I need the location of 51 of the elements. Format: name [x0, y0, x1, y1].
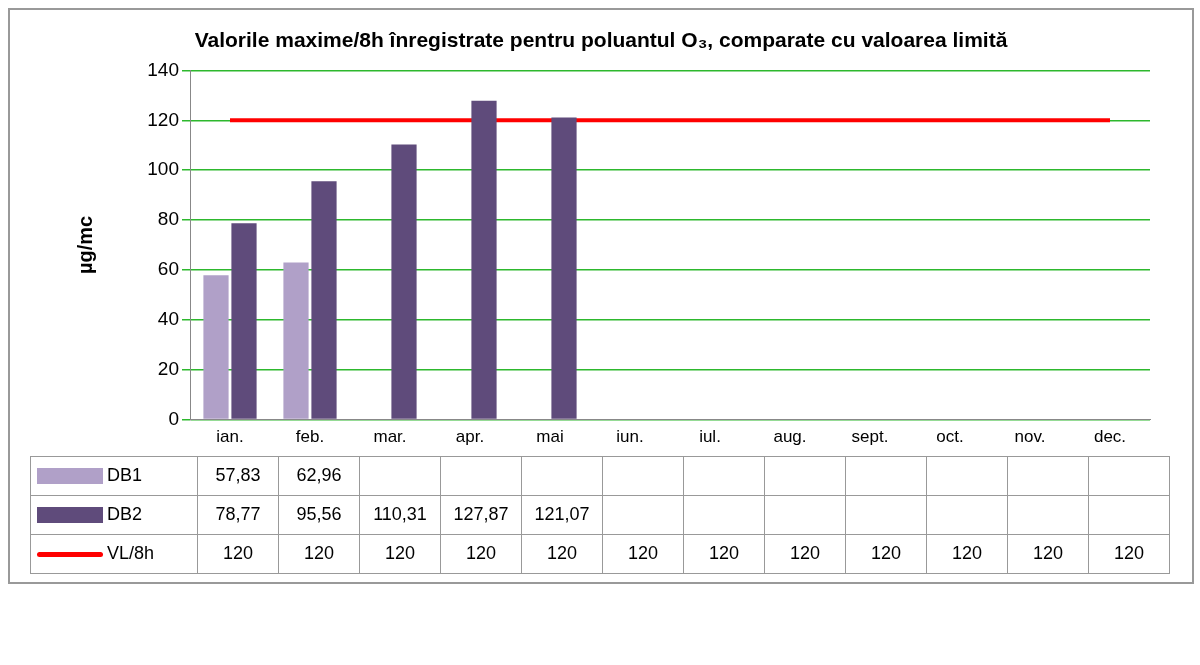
bar — [311, 180, 337, 419]
data-label: 110,31 — [359, 495, 441, 534]
data-label: 120 — [440, 534, 522, 573]
bar — [551, 117, 577, 419]
y-axis-title: µg/mc — [73, 215, 96, 274]
data-label: 120 — [1007, 534, 1089, 573]
x-tick-label: iun. — [616, 426, 644, 446]
legend-label: DB1 — [107, 465, 143, 485]
data-label: 120 — [845, 534, 927, 573]
x-tick-label: ian. — [216, 426, 244, 446]
x-tick-label: aug. — [773, 426, 807, 446]
x-tick-label: oct. — [936, 426, 964, 446]
data-label: 120 — [359, 534, 441, 573]
data-label: 120 — [521, 534, 603, 573]
y-tick-label: 100 — [147, 157, 179, 179]
x-tick-label: sept. — [851, 426, 889, 446]
data-label: 127,87 — [440, 495, 522, 534]
data-label: 57,83 — [197, 456, 279, 495]
data-label: 120 — [683, 534, 765, 573]
x-tick-label: mar. — [373, 426, 407, 446]
legend-label: VL/8h — [107, 543, 155, 563]
data-label: 95,56 — [278, 495, 360, 534]
y-tick-label: 40 — [157, 307, 179, 329]
x-tick-label: feb. — [295, 426, 325, 446]
bar — [203, 274, 229, 419]
y-tick-label: 20 — [157, 357, 179, 379]
bar — [283, 262, 309, 419]
y-tick-label: 140 — [147, 58, 179, 80]
y-tick-label: 0 — [168, 407, 179, 429]
data-label: 120 — [1088, 534, 1170, 573]
y-tick-label: 60 — [157, 257, 179, 279]
data-label: 120 — [602, 534, 684, 573]
legend-label: DB2 — [107, 504, 143, 524]
x-tick-label: mai — [536, 426, 564, 446]
x-tick-label: dec. — [1093, 426, 1127, 446]
data-label: 121,07 — [521, 495, 603, 534]
bar — [471, 100, 497, 419]
x-tick-label: iul. — [699, 426, 721, 446]
bar — [231, 222, 257, 419]
bar — [391, 143, 417, 419]
data-label: 120 — [278, 534, 360, 573]
data-label: 120 — [926, 534, 1008, 573]
x-tick-label: apr. — [455, 426, 485, 446]
data-label: 120 — [197, 534, 279, 573]
y-tick-label: 120 — [147, 108, 179, 130]
chart-title: Valorile maxime/8h înregistrate pentru poluantul O₃, comparate cu valoarea limită — [193, 27, 1009, 53]
data-label: 62,96 — [278, 456, 360, 495]
y-tick-label: 80 — [157, 207, 179, 229]
data-label: 120 — [764, 534, 846, 573]
x-tick-label: nov. — [1014, 426, 1046, 446]
data-label: 78,77 — [197, 495, 279, 534]
